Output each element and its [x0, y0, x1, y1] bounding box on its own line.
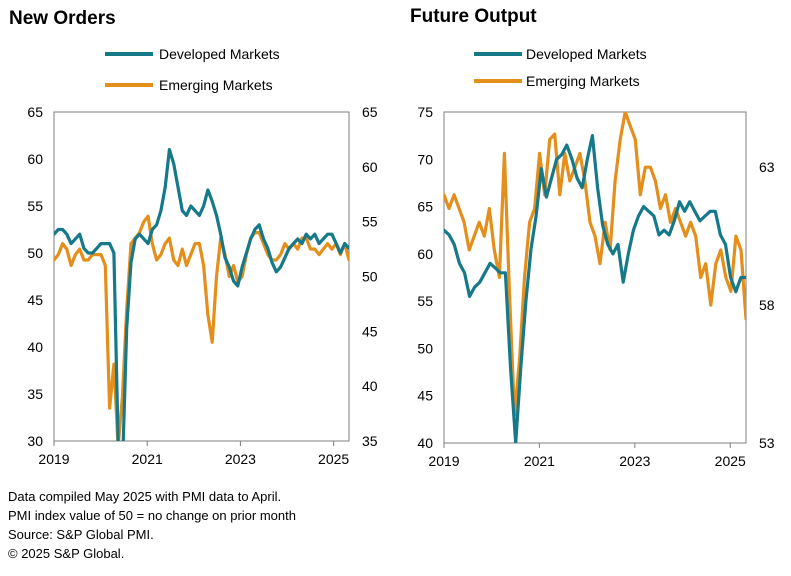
- y-right-tick-label: 55: [362, 214, 378, 230]
- y-left-tick-label: 40: [417, 435, 433, 451]
- y-left-tick-label: 45: [27, 292, 43, 308]
- y-right-tick-label: 45: [362, 323, 378, 339]
- y-left-tick-label: 55: [417, 293, 433, 309]
- y-left-tick-label: 65: [417, 199, 433, 215]
- y-right-tick-label: 65: [362, 104, 378, 120]
- y-left-tick-label: 45: [417, 388, 433, 404]
- x-tick-label: 2025: [318, 451, 349, 467]
- footnote-data-compiled: Data compiled May 2025 with PMI data to …: [8, 489, 282, 504]
- y-left-tick-label: 60: [27, 151, 43, 167]
- series-line-developed-markets-future-output: [444, 134, 746, 443]
- y-left-tick-label: 70: [417, 151, 433, 167]
- footnotes: Data compiled May 2025 with PMI data to …: [8, 487, 296, 563]
- plot-frame-new-orders: [53, 111, 350, 442]
- legend-label-developed-1: Developed Markets: [159, 46, 280, 62]
- footnote-copyright: © 2025 S&P Global.: [8, 546, 125, 561]
- chart-title-future-output: Future Output: [410, 6, 537, 27]
- y-right-tick-label: 53: [759, 435, 775, 451]
- y-right-tick-label: 58: [759, 297, 775, 313]
- y-left-tick-label: 75: [417, 104, 433, 120]
- footnote-pmi-index: PMI index value of 50 = no change on pri…: [8, 508, 296, 523]
- legend-label-emerging-1: Emerging Markets: [159, 77, 273, 93]
- x-tick-label: 2019: [38, 451, 69, 467]
- y-left-tick-label: 35: [27, 386, 43, 402]
- x-tick-label: 2019: [428, 453, 459, 469]
- footnote-source: Source: S&P Global PMI.: [8, 527, 154, 542]
- x-tick-label: 2023: [619, 453, 650, 469]
- y-right-tick-label: 40: [362, 378, 378, 394]
- y-left-tick-label: 55: [27, 198, 43, 214]
- y-right-tick-label: 35: [362, 433, 378, 449]
- legend-label-emerging-2: Emerging Markets: [526, 73, 640, 89]
- y-right-tick-label: 60: [362, 159, 378, 175]
- y-left-tick-label: 30: [27, 433, 43, 449]
- y-right-tick-label: 63: [759, 159, 775, 175]
- y-left-tick-label: 65: [27, 104, 43, 120]
- y-left-tick-label: 50: [27, 245, 43, 261]
- x-tick-label: 2023: [225, 451, 256, 467]
- y-right-tick-label: 50: [362, 269, 378, 285]
- y-left-tick-label: 60: [417, 246, 433, 262]
- chart-title-new-orders: New Orders: [9, 8, 116, 29]
- y-left-tick-label: 40: [27, 339, 43, 355]
- x-tick-label: 2025: [715, 453, 746, 469]
- legend-label-developed-2: Developed Markets: [526, 46, 647, 62]
- x-tick-label: 2021: [524, 453, 555, 469]
- x-tick-label: 2021: [132, 451, 163, 467]
- y-left-tick-label: 50: [417, 340, 433, 356]
- series-line-developed-markets-new-orders: [54, 148, 349, 441]
- series-line-emerging-markets-future-output: [444, 112, 746, 417]
- series-line-emerging-markets-new-orders: [54, 214, 349, 441]
